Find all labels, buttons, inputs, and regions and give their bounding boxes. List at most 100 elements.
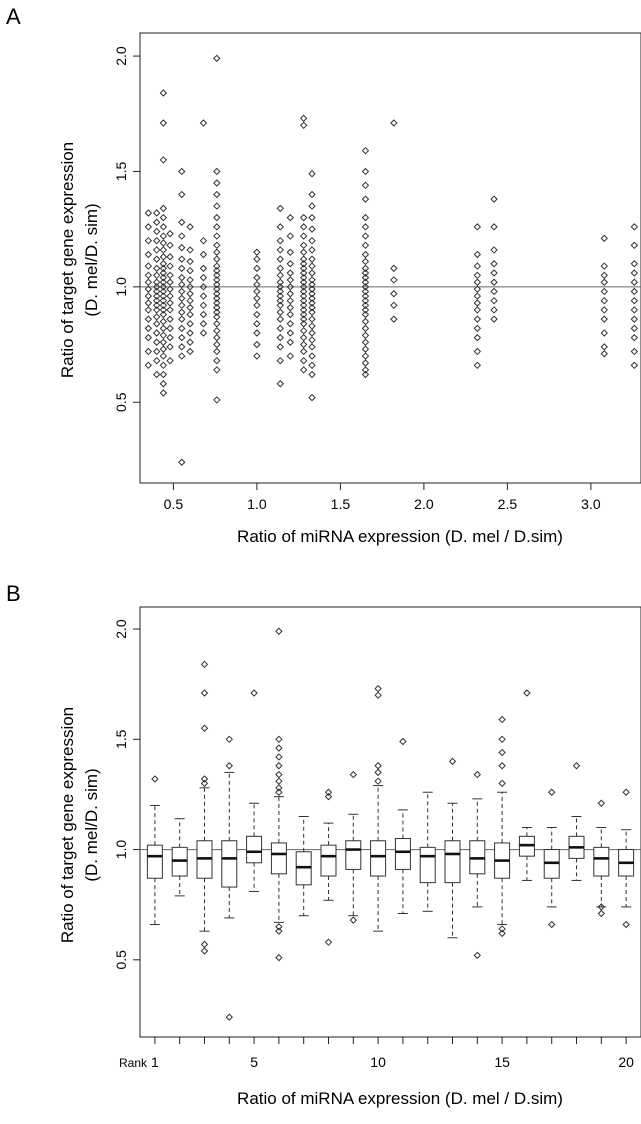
panel-a-data-point — [186, 266, 194, 275]
panel-a-data-point — [178, 301, 186, 310]
panel-b-y-tick-label: 2.0 — [113, 619, 129, 639]
panel-b-box-rank-19 — [593, 799, 610, 918]
panel-a-data-point — [308, 213, 316, 222]
box-outlier — [622, 920, 630, 929]
panel-a-data-point — [286, 296, 295, 305]
panel-a-data-point — [299, 340, 308, 349]
panel-a-data-point — [473, 306, 482, 314]
panel-a-x-tick-label: 3.0 — [581, 496, 601, 512]
panel-a-data-point — [600, 343, 608, 351]
panel-a-data-point — [308, 276, 316, 284]
panel-a-data-point — [213, 248, 221, 256]
panel-a-data-point — [361, 181, 370, 190]
panel-b-box-rank-14 — [469, 770, 486, 960]
panel-a-data-point — [630, 269, 639, 277]
panel-a-data-point — [600, 329, 608, 337]
panel-a-data-point — [152, 347, 161, 356]
panel-b-y-tick-label: 1.5 — [113, 729, 129, 749]
panel-a-data-point — [361, 195, 370, 203]
panel-a-data-point — [390, 276, 398, 284]
panel-a-data-point — [186, 276, 194, 284]
panel-a-data-point — [152, 255, 161, 263]
panel-b-box-rank-9 — [345, 770, 362, 924]
panel-a-data-point — [276, 236, 284, 245]
panel-a-data-point — [361, 370, 370, 379]
panel-a-data-point — [299, 320, 308, 328]
panel-a-data-point — [299, 223, 308, 231]
panel-a-data-point — [630, 278, 639, 286]
panel-a-data-point — [159, 301, 168, 310]
panel-a-data-point — [152, 320, 161, 328]
panel-a-data-point — [299, 283, 308, 291]
panel-a-data-point — [159, 232, 168, 240]
panel-a-x-tick-label: 2.0 — [414, 496, 434, 512]
panel-a-data-point — [361, 232, 370, 240]
panel-a-data-point — [390, 301, 398, 310]
box-outlier — [498, 715, 506, 724]
panel-a-data-point — [361, 146, 370, 155]
panel-a-data-point — [308, 255, 316, 263]
panel-a-data-point — [159, 306, 168, 314]
box-outlier — [473, 770, 482, 779]
panel-a-data-point — [600, 296, 608, 305]
panel-a-data-point — [253, 329, 261, 337]
panel-a-data-point — [630, 347, 639, 356]
panel-a-data-point — [199, 264, 208, 273]
panel-a-data-point — [276, 264, 284, 273]
box-iqr — [370, 840, 387, 877]
panel-b-box-rank-7 — [295, 815, 312, 917]
panel-a-data-point — [600, 271, 608, 280]
panel-a-data-point — [199, 310, 208, 319]
panel-a-data-point — [213, 241, 221, 250]
panel-a-data-point — [159, 213, 168, 222]
panel-a-data-point — [213, 313, 221, 321]
panel-a-data-point — [630, 306, 639, 314]
panel-a-data-point — [299, 255, 308, 263]
panel-a-data-point — [276, 296, 284, 305]
panel-a-data-point — [186, 283, 194, 291]
panel-a-data-point — [186, 347, 194, 356]
panel-b-boxplot: B 0.51.01.52.0 1 5 10 15 20 Rank Ratio of ta… — [6, 581, 641, 1108]
panel-a-data-point — [490, 315, 498, 323]
box-outlier — [200, 775, 209, 783]
panel-a-data-point — [276, 223, 284, 231]
panel-b-y-axis-title: Ratio of target gene expression — [58, 707, 77, 943]
box-outlier — [597, 909, 606, 918]
box-outlier — [200, 947, 209, 955]
panel-a-data-point — [213, 308, 221, 316]
panel-a-data-point — [253, 287, 261, 296]
box-outlier — [275, 923, 283, 931]
panel-a-data-point — [630, 315, 639, 323]
panel-a-data-point — [473, 347, 482, 356]
panel-a-data-point — [159, 380, 168, 388]
panel-a-data-point — [186, 338, 194, 346]
box-outlier — [448, 757, 457, 766]
box-outlier — [250, 689, 258, 697]
panel-a-data-point — [159, 253, 168, 261]
box-outlier — [498, 762, 506, 770]
panel-a-data-point — [152, 209, 161, 217]
panel-a-data-point — [144, 223, 153, 231]
panel-a-data-point — [213, 294, 221, 303]
panel-a-data-point — [390, 119, 398, 127]
panel-a-data-point — [166, 271, 174, 280]
panel-a-data-point — [490, 287, 498, 296]
box-outlier — [275, 927, 283, 935]
panel-a-data-point — [308, 290, 316, 298]
panel-a-data-point — [276, 343, 284, 351]
panel-a-data-point — [361, 359, 370, 367]
panel-a-data-point — [490, 306, 498, 314]
panel-a-data-point — [166, 356, 174, 365]
box-outlier — [622, 788, 630, 796]
box-iqr — [419, 846, 436, 884]
panel-a-data-point — [213, 202, 221, 210]
panel-a-data-point — [213, 356, 221, 365]
panel-a-data-point — [159, 246, 168, 254]
panel-a-data-point — [361, 317, 370, 326]
panel-a-data-point — [152, 283, 161, 291]
panel-a-data-point — [299, 248, 308, 256]
panel-a-data-point — [159, 310, 168, 319]
panel-a-data-point — [152, 271, 161, 280]
panel-a-data-point — [473, 333, 482, 342]
